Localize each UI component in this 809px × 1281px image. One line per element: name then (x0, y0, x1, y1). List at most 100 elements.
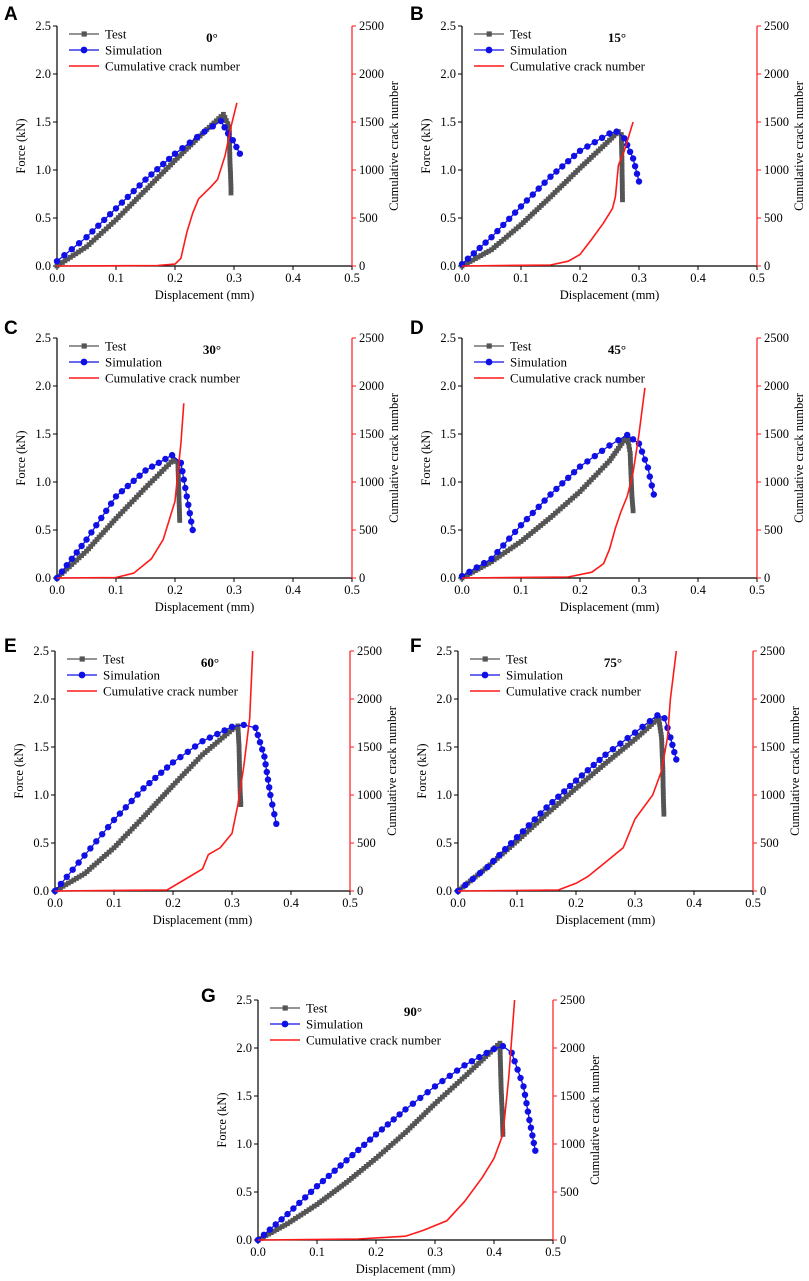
test-marker (287, 1219, 293, 1225)
simulation-marker (431, 1083, 439, 1090)
test-marker (371, 1158, 376, 1163)
test-marker (494, 243, 499, 248)
simulation-marker (520, 1083, 527, 1090)
test-marker (227, 164, 233, 169)
test-marker (127, 828, 133, 834)
test-marker (620, 197, 625, 203)
simulation-marker (87, 845, 94, 852)
test-marker (658, 728, 663, 734)
simulation-marker (272, 1221, 279, 1228)
simulation-marker (559, 163, 566, 170)
y2-tick-label: 2000 (359, 67, 384, 81)
simulation-marker (535, 185, 542, 192)
test-marker (608, 456, 614, 461)
y-tick-label: 1.0 (440, 163, 456, 177)
test-marker (341, 1181, 347, 1187)
test-marker (659, 738, 665, 743)
test-marker (227, 729, 232, 735)
test-marker (512, 840, 517, 846)
test-marker (483, 250, 489, 255)
y-tick-label: 0.5 (236, 1185, 252, 1199)
test-marker (91, 862, 97, 868)
simulation-marker (570, 152, 578, 160)
simulation-marker (547, 173, 554, 180)
test-marker (660, 779, 666, 785)
test-marker (614, 448, 619, 454)
test-marker (87, 867, 92, 872)
simulation-marker (63, 873, 70, 880)
test-marker (620, 746, 626, 752)
test-marker (334, 1187, 340, 1193)
angle-label: 75° (604, 655, 622, 670)
test-marker (571, 788, 576, 793)
test-marker (131, 497, 137, 502)
test-marker (499, 1103, 505, 1108)
simulation-marker (140, 785, 147, 792)
test-marker (470, 257, 476, 263)
legend-simulation-marker (485, 358, 493, 366)
test-marker (475, 254, 481, 260)
simulation-marker (185, 501, 192, 508)
simulation-marker (61, 252, 68, 259)
x-tick-label: 0.1 (108, 583, 124, 597)
test-marker (73, 251, 79, 257)
test-marker (628, 466, 634, 472)
x-tick-label: 0.4 (486, 1245, 502, 1259)
test-marker (226, 127, 232, 133)
series-simulation-line (457, 714, 677, 892)
test-marker (331, 1189, 337, 1194)
y-axis-title: Force (kN) (14, 430, 28, 485)
test-marker (498, 1062, 503, 1068)
legend-test-marker (282, 1005, 288, 1011)
test-marker (573, 785, 579, 791)
test-marker (497, 553, 502, 559)
simulation-marker (613, 128, 620, 135)
test-marker (177, 508, 182, 514)
test-marker (69, 562, 75, 567)
y-tick-label: 2.5 (35, 19, 51, 33)
series-crack-line (257, 999, 516, 1241)
simulation-marker (617, 740, 624, 747)
y-tick-label: 0.0 (440, 259, 456, 273)
y-tick-label: 1.5 (33, 740, 49, 754)
legend-crack-label: Cumulative crack number (506, 684, 642, 699)
test-marker (442, 1092, 448, 1098)
simulation-marker (142, 176, 149, 183)
test-marker (222, 115, 228, 120)
test-marker (500, 1119, 505, 1124)
test-marker (619, 175, 625, 180)
test-marker (336, 1185, 342, 1191)
simulation-marker (525, 822, 532, 829)
simulation-marker (75, 240, 83, 247)
simulation-marker (671, 748, 678, 756)
simulation-marker (302, 1194, 309, 1201)
test-marker (661, 795, 666, 801)
test-marker (625, 742, 630, 748)
test-marker (498, 1071, 504, 1077)
y-axis-title: Force (kN) (14, 118, 28, 173)
test-marker (622, 744, 628, 750)
legend-test-label: Test (306, 1001, 328, 1016)
simulation-marker (296, 1199, 303, 1207)
test-marker (274, 1227, 280, 1232)
y-tick-label: 1.5 (236, 1089, 252, 1103)
y-tick-label: 2.5 (440, 331, 456, 345)
test-marker (660, 770, 666, 775)
legend-test-label: Test (105, 339, 127, 354)
test-marker (625, 437, 631, 442)
test-marker (486, 560, 492, 566)
series-test-line (461, 434, 634, 579)
test-marker (277, 1225, 282, 1231)
test-marker (498, 1068, 504, 1074)
x-tick-label: 0.1 (513, 583, 529, 597)
test-marker (71, 877, 77, 883)
test-marker (176, 482, 181, 488)
test-marker (618, 132, 624, 137)
test-marker (285, 1221, 290, 1227)
test-marker (473, 568, 478, 573)
test-marker (214, 739, 220, 745)
test-marker (363, 1164, 369, 1169)
simulation-marker (221, 727, 228, 734)
